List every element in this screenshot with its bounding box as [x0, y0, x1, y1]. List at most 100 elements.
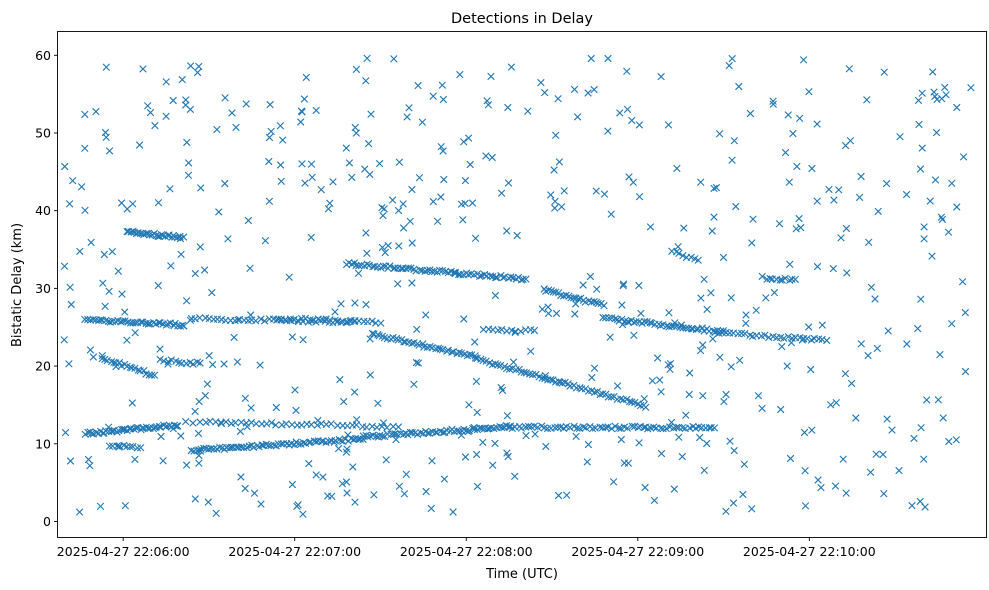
detection-point — [207, 444, 215, 453]
detection-point — [184, 171, 193, 179]
detection-point — [641, 423, 650, 431]
detection-point — [640, 317, 649, 326]
detection-point — [646, 318, 654, 327]
detection-point — [945, 437, 953, 446]
detection-point — [807, 365, 815, 374]
detection-point — [793, 162, 801, 171]
detection-point — [517, 424, 526, 432]
detection-point — [842, 224, 851, 233]
detection-point — [362, 300, 370, 309]
detection-point — [524, 422, 533, 431]
detection-point — [799, 56, 808, 64]
detection-point — [429, 197, 437, 206]
detection-point — [502, 364, 511, 373]
detection-point — [197, 184, 205, 192]
detection-point — [967, 84, 975, 92]
detection-point — [424, 429, 432, 437]
detection-point — [588, 425, 597, 433]
detection-point — [105, 442, 114, 450]
detection-point — [230, 333, 238, 342]
detection-point — [375, 332, 383, 340]
detection-point — [422, 311, 430, 319]
detection-point — [108, 247, 116, 256]
detection-point — [167, 262, 175, 270]
detection-point — [866, 468, 875, 476]
detection-point — [367, 110, 375, 118]
detection-point — [579, 423, 588, 431]
detection-point — [163, 422, 171, 430]
detection-point — [465, 351, 474, 359]
detection-point — [392, 435, 400, 444]
detection-point — [479, 438, 487, 446]
detection-point — [928, 252, 936, 260]
detection-point — [448, 348, 456, 356]
detection-point — [84, 315, 92, 324]
detection-point — [544, 286, 553, 294]
detection-point — [196, 447, 205, 455]
detection-point — [395, 482, 404, 490]
detection-point — [60, 336, 68, 344]
detection-point — [563, 491, 571, 499]
detection-point — [583, 458, 591, 466]
detection-point — [938, 215, 947, 224]
detection-point — [741, 329, 749, 338]
detection-point — [611, 315, 619, 323]
detection-point — [599, 313, 607, 322]
detection-point — [605, 314, 613, 322]
detection-point — [243, 423, 251, 431]
detection-point — [250, 489, 259, 497]
detection-point — [600, 301, 608, 310]
detection-point — [465, 401, 473, 409]
detection-point — [787, 339, 796, 347]
detection-point — [366, 432, 374, 440]
detection-point — [380, 205, 388, 213]
detection-point — [542, 442, 550, 451]
detection-point — [873, 344, 881, 353]
detection-point — [766, 274, 774, 283]
detection-point — [131, 455, 139, 464]
detection-point — [355, 262, 363, 270]
detection-point — [554, 95, 562, 103]
detection-point — [813, 262, 822, 271]
detection-point — [781, 274, 789, 282]
detection-point — [775, 220, 784, 228]
detection-point — [818, 321, 826, 329]
detection-point — [405, 104, 413, 112]
detection-point — [176, 322, 185, 330]
detection-point — [758, 272, 766, 281]
detection-point — [437, 193, 445, 201]
detection-point — [366, 335, 374, 343]
detection-point — [827, 401, 835, 409]
detection-point — [637, 309, 645, 318]
detection-point — [511, 327, 519, 336]
detection-point — [408, 279, 416, 287]
detection-point — [936, 350, 944, 359]
detection-point — [703, 305, 711, 314]
detection-point — [729, 499, 738, 507]
detection-point — [164, 360, 172, 368]
detection-point — [657, 424, 665, 432]
detection-point — [616, 109, 624, 117]
detection-point — [428, 457, 436, 465]
detection-point — [69, 177, 77, 185]
detection-point — [270, 441, 278, 449]
y-tick-label: 30 — [35, 281, 51, 296]
detection-point — [628, 422, 636, 430]
detection-point — [390, 55, 398, 63]
detection-point — [327, 420, 335, 428]
detection-point — [941, 83, 949, 92]
detection-point — [137, 444, 145, 452]
detection-point — [920, 235, 928, 243]
detection-point — [77, 183, 86, 191]
detection-point — [334, 444, 343, 453]
detection-point — [608, 425, 616, 433]
detection-point — [532, 370, 540, 379]
detection-point — [331, 316, 339, 324]
detection-point — [635, 121, 644, 129]
detection-point — [488, 153, 496, 162]
detection-point — [476, 272, 484, 280]
detection-point — [308, 317, 316, 325]
detection-point — [879, 450, 887, 459]
detection-point — [89, 353, 98, 361]
detection-point — [596, 390, 604, 399]
